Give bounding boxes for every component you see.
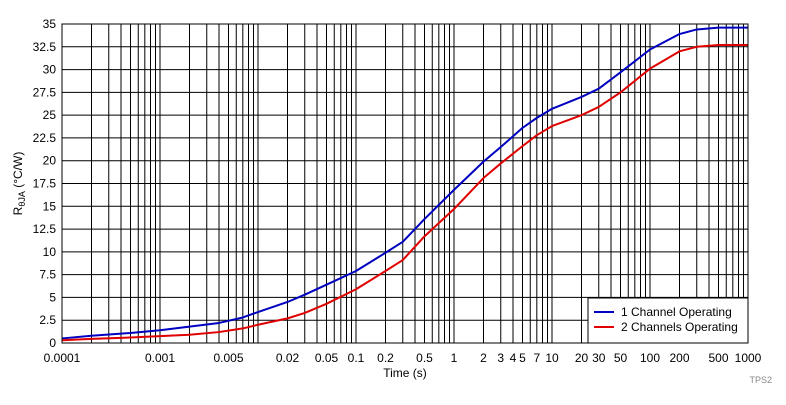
x-tick-label: 0.001 bbox=[145, 351, 175, 365]
y-axis-title: RθJA (°C/W) bbox=[11, 152, 27, 216]
y-tick-label: 25 bbox=[43, 108, 57, 122]
figure-code: TPS2 bbox=[749, 375, 772, 385]
y-tick-label: 5 bbox=[49, 290, 56, 304]
y-tick-label: 32.5 bbox=[33, 40, 57, 54]
x-tick-label: 30 bbox=[592, 351, 606, 365]
x-tick-label: 0.05 bbox=[315, 351, 339, 365]
x-tick-label: 0.0001 bbox=[44, 351, 81, 365]
x-tick-label: 200 bbox=[669, 351, 689, 365]
x-tick-label: 1000 bbox=[735, 351, 762, 365]
x-tick-label: 2 bbox=[480, 351, 487, 365]
x-tick-label: 0.5 bbox=[416, 351, 433, 365]
x-tick-label: 500 bbox=[708, 351, 728, 365]
y-axis-title-sub: θJA bbox=[17, 191, 27, 207]
legend-label-1-channel: 1 Channel Operating bbox=[621, 305, 732, 319]
x-axis-title: Time (s) bbox=[383, 366, 427, 380]
y-tick-label: 7.5 bbox=[39, 268, 56, 282]
series-line-1 bbox=[61, 26, 748, 340]
y-tick-label: 30 bbox=[43, 63, 57, 77]
x-tick-label: 3 bbox=[497, 351, 504, 365]
y-tick-label: 17.5 bbox=[33, 177, 57, 191]
y-tick-label: 27.5 bbox=[33, 85, 57, 99]
y-axis-title-unit: (°C/W) bbox=[11, 152, 25, 191]
x-tick-label: 100 bbox=[640, 351, 660, 365]
y-tick-label: 22.5 bbox=[33, 131, 57, 145]
y-tick-labels: 0 2.5 5 7.5 10 12.5 15 17.5 20 22.5 25 27.5 30 32.5 35 bbox=[33, 17, 57, 350]
x-tick-label: 50 bbox=[614, 351, 628, 365]
series-lines bbox=[61, 26, 748, 342]
x-tick-label: 0.2 bbox=[377, 351, 394, 365]
x-tick-label: 7 bbox=[533, 351, 540, 365]
x-tick-label: 0.1 bbox=[348, 351, 365, 365]
legend: 1 Channel Operating 2 Channels Operating bbox=[587, 297, 749, 344]
x-tick-label: 4 bbox=[510, 351, 517, 365]
y-tick-label: 35 bbox=[43, 17, 57, 31]
x-tick-labels: 0.0001 0.001 0.005 0.02 0.05 0.1 0.2 0.5 1 2 3 4 5 7 1… bbox=[44, 351, 762, 365]
x-tick-label: 20 bbox=[575, 351, 589, 365]
y-axis-title-main: R bbox=[11, 206, 25, 215]
x-tick-label: 10 bbox=[545, 351, 559, 365]
x-tick-label: 5 bbox=[519, 351, 526, 365]
y-tick-label: 2.5 bbox=[39, 313, 56, 327]
grid bbox=[61, 23, 748, 344]
legend-box bbox=[587, 297, 749, 344]
y-tick-label: 0 bbox=[49, 336, 56, 350]
y-tick-label: 10 bbox=[43, 245, 57, 259]
x-tick-label: 1 bbox=[451, 351, 458, 365]
y-tick-label: 15 bbox=[43, 199, 57, 213]
y-tick-label: 20 bbox=[43, 154, 57, 168]
series-line-2 bbox=[61, 43, 748, 342]
x-tick-label: 0.02 bbox=[276, 351, 300, 365]
plot-frame bbox=[61, 23, 749, 344]
y-tick-label: 12.5 bbox=[33, 222, 57, 236]
x-tick-label: 0.005 bbox=[213, 351, 243, 365]
legend-label-2-channels: 2 Channels Operating bbox=[621, 320, 738, 334]
